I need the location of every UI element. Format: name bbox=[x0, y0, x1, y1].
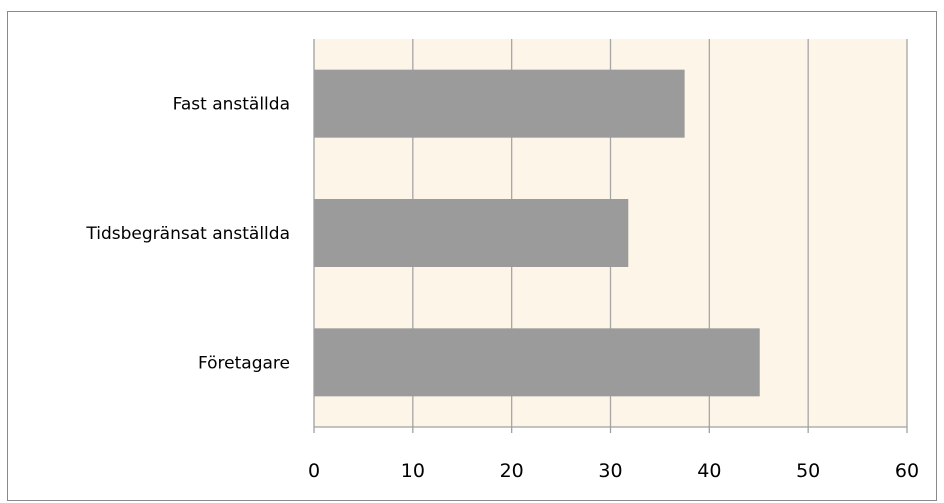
x-tick-label: 10 bbox=[401, 460, 425, 482]
x-tick-label: 20 bbox=[500, 460, 524, 482]
x-tick-labels: 0 10 20 30 40 50 60 bbox=[308, 460, 919, 482]
bar bbox=[314, 199, 629, 267]
bar bbox=[314, 69, 685, 138]
chart-frame: Fast anställda Tidsbegränsat anställda För… bbox=[7, 11, 937, 501]
bars bbox=[314, 69, 760, 397]
bar-chart: Fast anställda Tidsbegränsat anställda För… bbox=[85, 39, 919, 482]
category-label: Fast anställda bbox=[173, 95, 290, 115]
category-label: Tidsbegränsat anställda bbox=[85, 224, 290, 244]
category-label: Företagare bbox=[198, 353, 290, 373]
x-tick-label: 60 bbox=[895, 460, 919, 482]
x-tick-label: 0 bbox=[308, 460, 320, 482]
x-tick-label: 40 bbox=[697, 460, 721, 482]
axes bbox=[313, 39, 908, 433]
x-tick-label: 50 bbox=[796, 460, 820, 482]
x-tick-label: 30 bbox=[598, 460, 622, 482]
bar bbox=[314, 328, 760, 397]
category-labels: Fast anställda Tidsbegränsat anställda För… bbox=[85, 95, 290, 374]
